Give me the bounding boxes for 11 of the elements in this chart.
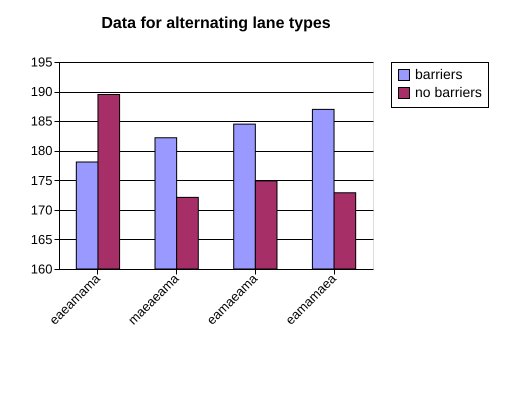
y-tick-label: 185 — [30, 114, 52, 129]
y-tick-label: 165 — [30, 232, 52, 247]
y-tick-label: 190 — [30, 84, 52, 100]
y-tick-label: 180 — [30, 143, 52, 158]
legend-label: no barriers — [415, 84, 482, 100]
y-tick-label: 160 — [30, 262, 52, 276]
chart-title: Data for alternating lane types — [101, 15, 331, 32]
legend-label: barriers — [415, 66, 462, 82]
y-tick-label: 175 — [30, 172, 52, 188]
y-tick-label: 195 — [30, 54, 52, 70]
y-tick-label: 170 — [30, 202, 52, 218]
